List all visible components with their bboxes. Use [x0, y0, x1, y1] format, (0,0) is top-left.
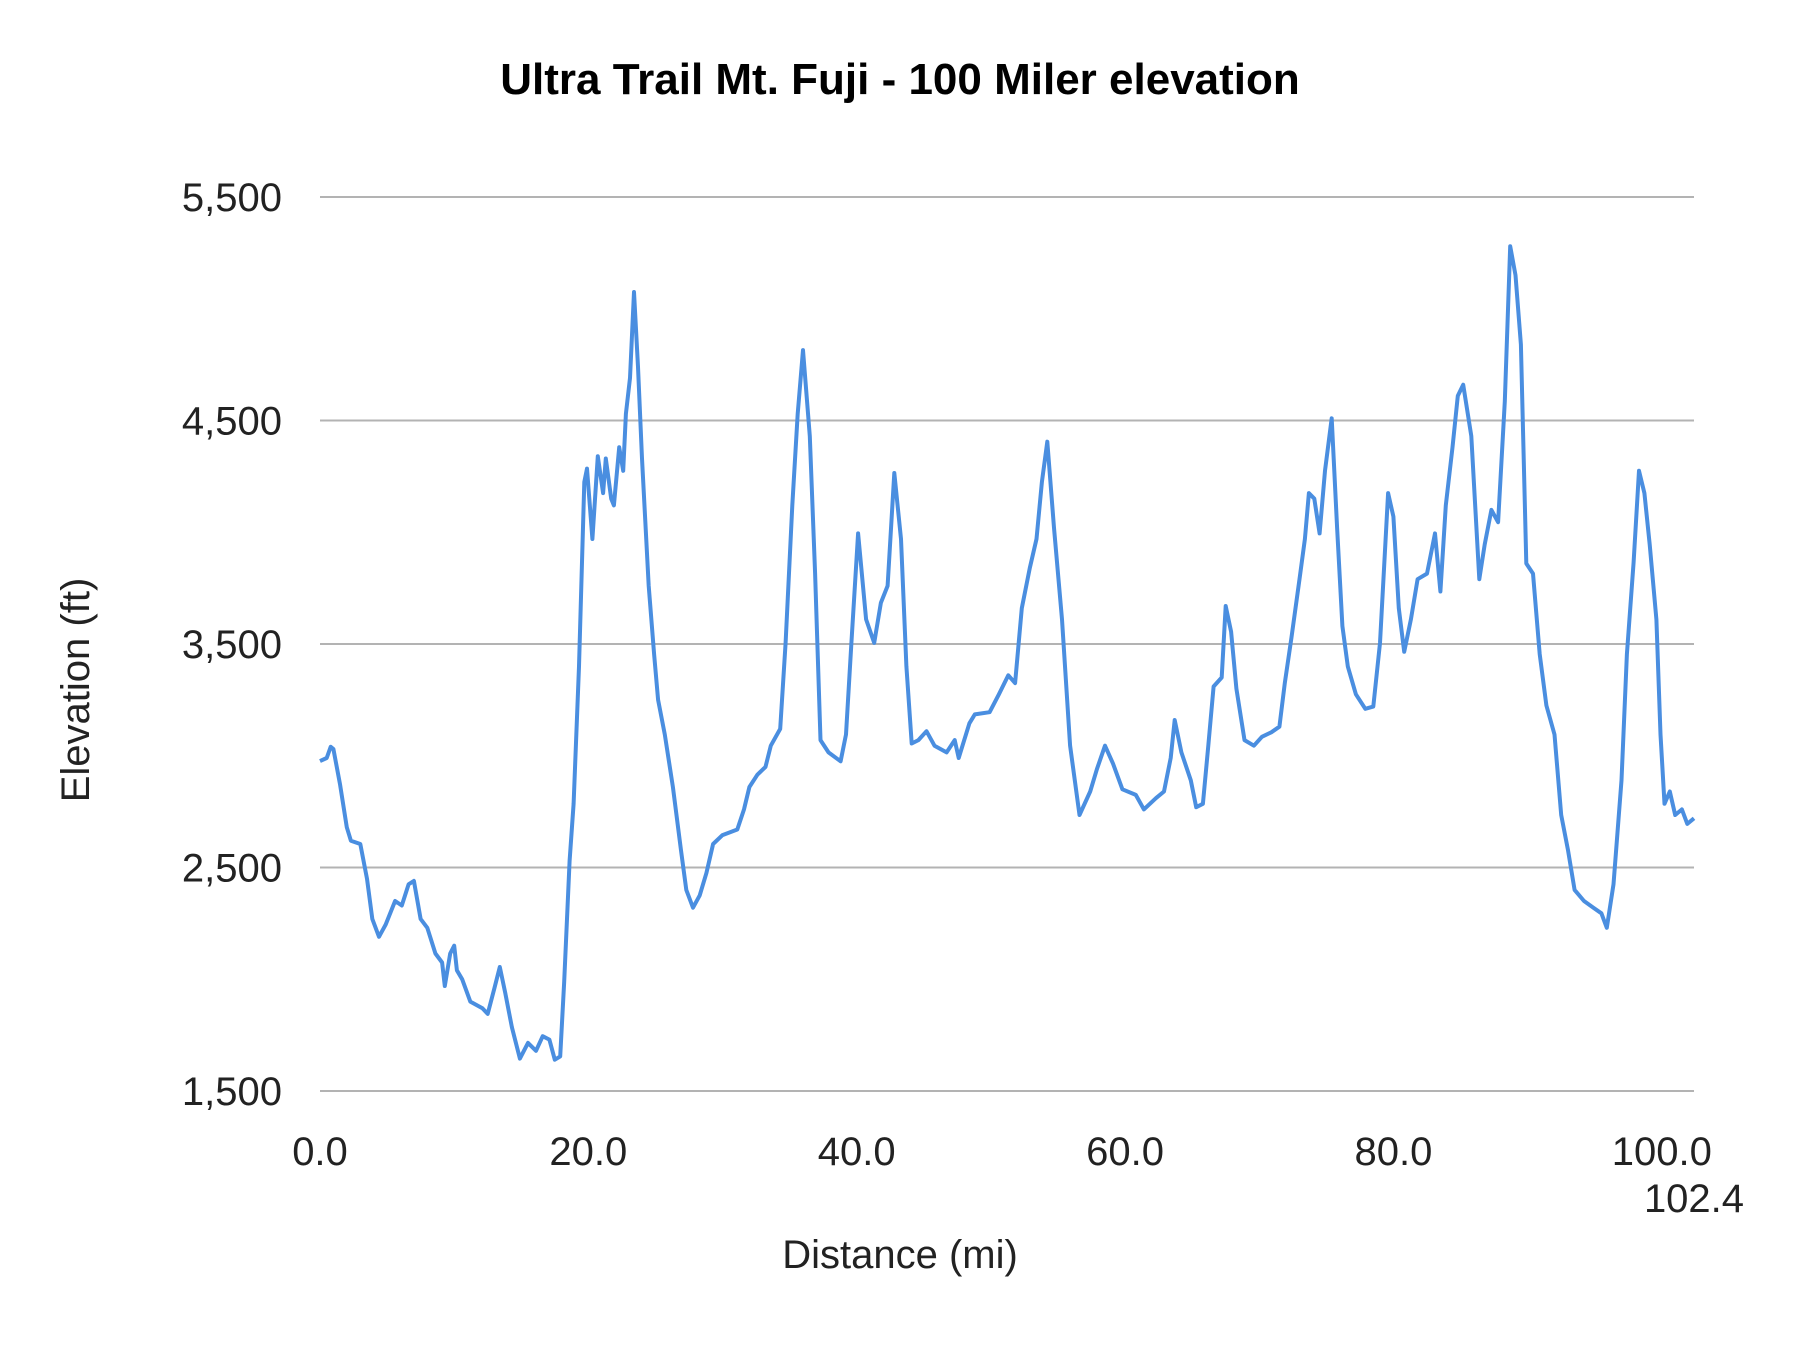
x-tick-label: 0.0 [292, 1130, 348, 1174]
chart-title: Ultra Trail Mt. Fuji - 100 Miler elevati… [500, 55, 1300, 104]
x-tick-label: 20.0 [549, 1130, 627, 1174]
x-tick-label: 40.0 [818, 1130, 896, 1174]
x-tick-label: 80.0 [1355, 1130, 1433, 1174]
y-axis-title: Elevation (ft) [54, 578, 98, 803]
x-tick-label: 102.4 [1644, 1177, 1744, 1221]
x-axis-title: Distance (mi) [782, 1233, 1018, 1277]
series-layer [319, 244, 1696, 1062]
gridlines [320, 196, 1694, 1092]
elevation-line [319, 244, 1696, 1062]
x-tick-label: 100.0 [1612, 1130, 1712, 1174]
x-tick-label: 60.0 [1086, 1130, 1164, 1174]
y-tick-label: 4,500 [182, 400, 282, 444]
y-tick-label: 2,500 [182, 847, 282, 891]
y-tick-label: 5,500 [182, 176, 282, 220]
y-tick-label: 1,500 [182, 1070, 282, 1114]
y-axis-ticks: 1,500 2,500 3,500 4,500 5,500 [182, 176, 282, 1114]
y-tick-label: 3,500 [182, 623, 282, 667]
